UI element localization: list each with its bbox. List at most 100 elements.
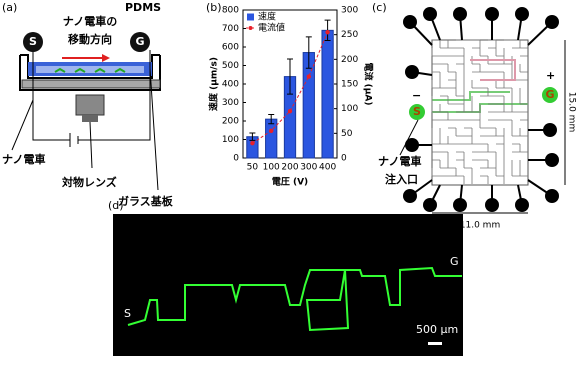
pointer [399,119,419,156]
panel-label: (a) [2,1,17,14]
y-tick-label: 800 [222,6,239,16]
panel-label: (b) [206,1,222,14]
electrode-pad [515,7,529,21]
marker [269,128,274,134]
dimension: 11.0 mm [460,221,500,231]
annotation: ナノ電車 [378,154,421,168]
y-axis-title: 速度 (μm/s) [208,57,220,111]
y-tick-label: 200 [222,117,239,127]
electrode-pad [453,7,467,21]
y2-axis-title: 電流 (μA) [363,63,375,106]
x-tick-label: 400 [319,163,336,173]
polarity: + [546,69,555,82]
y-tick-label: 500 [222,61,239,71]
marker [250,141,255,146]
y2-tick-label: 100 [341,104,358,114]
electrode-pad [423,7,437,21]
marker [287,108,293,114]
scale-label: 500 μm [416,323,458,336]
electrode-label: S [29,35,37,48]
label-s: S [124,307,131,320]
electrode-pad [453,198,467,212]
channel [36,66,144,73]
x-tick-label: 300 [300,163,317,173]
y-tick-label: 100 [222,135,239,145]
y2-tick-label: 150 [341,80,358,90]
scale-bar [428,342,442,345]
electrode-pad [545,189,559,203]
marker [306,74,311,79]
error-bar [287,58,293,95]
legend-swatch [248,26,253,30]
error-bar [249,132,256,141]
legend-label: 速度 [258,11,276,23]
electrode-label: G [135,35,144,48]
electrode-pad [485,198,499,212]
polarity: − [412,89,421,102]
legend-label: 電流値 [258,22,285,34]
micrograph [113,214,463,356]
electrode-g [130,32,150,52]
annotation: ナノ電車の [63,14,117,28]
trajectory [127,266,462,332]
marker [325,30,330,35]
electrode-pad [515,198,529,212]
y-tick-label: 400 [222,80,239,90]
x-tick-label: 50 [247,163,259,173]
wires [11,50,159,191]
y2-tick-label: 250 [341,30,358,40]
annotation: 対物レンズ [61,175,117,189]
bar [265,118,278,159]
line [252,32,329,144]
electrode-pad [405,65,419,79]
electrode-pad [485,7,499,21]
label-g: G [450,255,459,268]
panel-a: (a) S G ナノ電車の 移動方向 PDMS ナノ電車 対物レンズ ガラス基板 [2,1,174,208]
arrow-head [102,54,110,62]
y-tick-label: 300 [222,98,239,108]
electrode-label: S [413,105,421,118]
panel-label: (c) [372,1,387,14]
y-tick-label: 0 [233,154,239,164]
error-bar [268,114,275,125]
dimension-lines [432,40,566,214]
annotation: ガラス基板 [118,194,174,208]
y-tick-label: 600 [222,43,239,53]
x-tick-label: 100 [263,163,280,173]
y2-tick-label: 300 [341,6,358,16]
electrode-pad [405,138,419,152]
maze-walls [431,39,528,184]
panel-d: (d) S G 500 μm [108,199,463,356]
electrode-pad [543,123,557,137]
annotation: PDMS [125,1,161,14]
legend-swatch [247,13,254,21]
panel-c: (c) S G − + ナノ電車 注入口 15.0 mm 11.0 mm [372,1,577,231]
electrode-pad [545,153,559,167]
electrode-pad [403,15,417,29]
annotation: 移動方向 [68,32,112,46]
panel-label: (d) [108,199,124,212]
trains [54,67,126,73]
path-highlight [470,59,516,81]
y2-tick-label: 0 [341,154,347,164]
y-tick-label: 700 [222,24,239,34]
bar [321,29,334,159]
outlet-g [542,87,558,103]
glass [21,79,161,89]
x-tick-label: 200 [281,163,298,173]
annotation: 注入口 [385,172,418,186]
electrode-pad [403,189,417,203]
objective-lens [75,94,105,116]
dimension: 15.0 mm [567,92,577,132]
y2-tick-label: 50 [341,129,353,139]
error-bar [305,36,312,69]
y2-tick-label: 200 [341,55,358,65]
chip-frame [19,54,161,91]
electrode-pad [423,198,437,212]
inlet-s [409,104,425,120]
electrode-s [23,32,43,52]
electrode-pad [545,15,559,29]
annotation: ナノ電車 [2,152,45,166]
objective-tip [82,115,98,122]
